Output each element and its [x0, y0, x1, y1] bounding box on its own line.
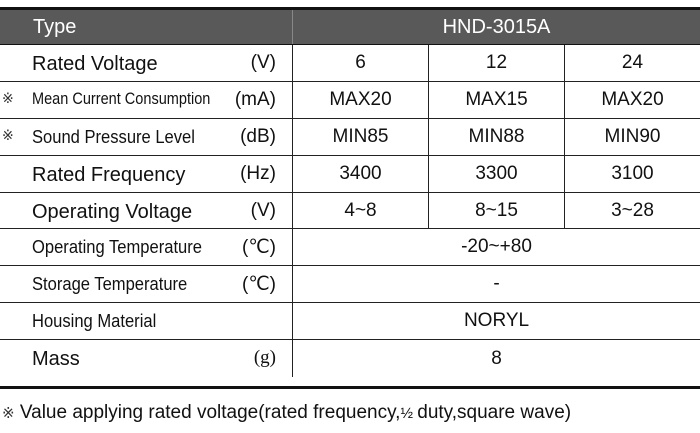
table-row: Rated Voltage (V) 6 12 24 — [0, 45, 700, 82]
unit-label: (dB) — [240, 125, 276, 147]
table-row: ※ Mean Current Consumption (mA) MAX20 MA… — [0, 81, 700, 119]
unit-label: (℃) — [242, 274, 276, 296]
footnote-text-end: duty,square wave) — [411, 402, 572, 423]
param-label: Rated Frequency — [32, 163, 186, 186]
footnote-text: Value applying rated voltage(rated frequ… — [19, 402, 401, 423]
param-label: Mean Current Consumption — [32, 89, 211, 108]
value-cell: 6 — [355, 51, 366, 73]
value-cell: MAX20 — [329, 88, 392, 110]
table-row: ※ Sound Pressure Level (dB) MIN85 MIN88 … — [0, 118, 700, 156]
table-row: Operating Voltage (V) 4~8 8~15 3~28 — [0, 192, 700, 230]
value-cell: 3400 — [339, 162, 382, 184]
param-label: Operating Temperature — [32, 237, 202, 258]
footnote-mark: ※ — [2, 127, 14, 144]
unit-label: (V) — [250, 52, 276, 73]
unit-label: (g) — [253, 347, 276, 369]
model-name: HND-3015A — [442, 15, 551, 38]
table-row: Storage Temperature (℃) - — [0, 266, 700, 304]
value-cell: 3100 — [564, 155, 700, 192]
table-row: Mass (g) 8 — [0, 340, 700, 378]
table-row: Rated Frequency (Hz) 3400 3300 3100 — [0, 155, 700, 193]
spec-table: Type HND-3015A Rated Voltage (V) 6 12 24… — [0, 7, 700, 389]
param-label: Storage Temperature — [32, 274, 188, 295]
value-cell: MAX20 — [564, 81, 700, 118]
table-row: Housing Material NORYL — [0, 303, 700, 341]
value-cell: NORYL — [463, 310, 530, 332]
footnote: ※ Value applying rated voltage(rated fre… — [2, 402, 571, 424]
value-cell: MIN88 — [428, 118, 564, 155]
value-cell: - — [493, 273, 500, 295]
param-label: Rated Voltage — [32, 53, 158, 75]
unit-label: (℃) — [242, 237, 276, 259]
value-cell: 4~8 — [344, 199, 377, 221]
table-header: Type HND-3015A — [0, 10, 700, 45]
footnote-fraction: ½ — [400, 405, 412, 422]
param-label: Housing Material — [32, 311, 157, 332]
param-label: Sound Pressure Level — [32, 126, 195, 147]
value-cell: 12 — [428, 45, 564, 81]
value-cell: 8 — [491, 347, 502, 369]
unit-label: (Hz) — [240, 162, 276, 184]
type-label: Type — [33, 16, 77, 38]
value-cell: 3300 — [428, 155, 564, 192]
value-cell: 3~28 — [564, 192, 700, 229]
value-cell: MAX15 — [428, 81, 564, 118]
unit-label: (V) — [250, 199, 276, 221]
value-cell: 24 — [564, 45, 700, 81]
param-label: Operating Voltage — [32, 200, 193, 223]
value-cell: -20~+80 — [461, 236, 532, 258]
unit-label: (mA) — [234, 88, 276, 110]
value-cell: MIN90 — [564, 118, 700, 155]
footnote-mark: ※ — [2, 404, 15, 422]
value-cell: MIN85 — [332, 125, 389, 147]
table-row: Operating Temperature (℃) -20~+80 — [0, 229, 700, 267]
footnote-mark: ※ — [2, 90, 14, 107]
param-label: Mass — [32, 348, 80, 371]
value-cell: 8~15 — [428, 192, 564, 229]
